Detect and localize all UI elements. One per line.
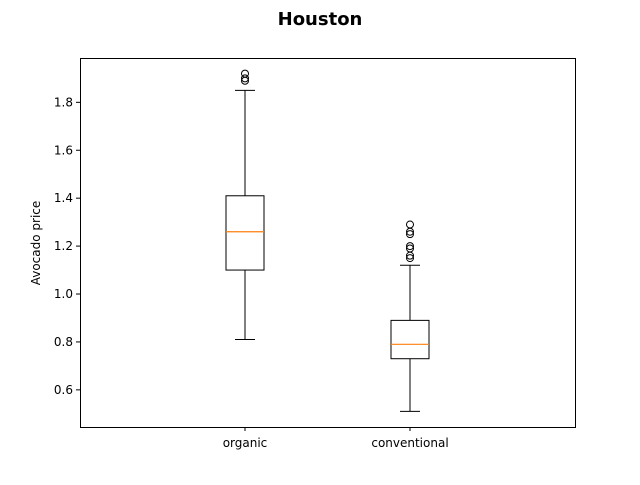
y-tick-label: 0.6 — [54, 383, 73, 397]
y-tick-label: 1.2 — [54, 239, 73, 253]
y-axis-label: Avocado price — [29, 201, 43, 286]
outlier-point — [406, 254, 414, 263]
y-tick-label: 1.0 — [54, 287, 73, 301]
plot-frame — [80, 58, 576, 428]
box-conventional — [390, 319, 430, 360]
outlier-point — [241, 74, 249, 83]
y-tick-label: 1.6 — [54, 143, 73, 157]
outlier-point — [406, 244, 414, 253]
outlier-point — [241, 69, 249, 78]
x-tick-label: conventional — [371, 436, 448, 450]
y-tick-label: 1.4 — [54, 191, 73, 205]
y-tick-label: 1.8 — [54, 95, 73, 109]
y-tick-label: 0.8 — [54, 335, 73, 349]
outlier-point — [406, 230, 414, 239]
chart-title: Houston — [278, 9, 363, 30]
x-tick-label: organic — [223, 436, 268, 450]
plot-area: 0.6 0.8 1.0 1.2 1.4 1.6 1.8 organic conventional — [54, 69, 449, 450]
outlier-point — [406, 220, 414, 229]
box-organic — [225, 195, 265, 271]
outlier-point — [406, 242, 414, 251]
